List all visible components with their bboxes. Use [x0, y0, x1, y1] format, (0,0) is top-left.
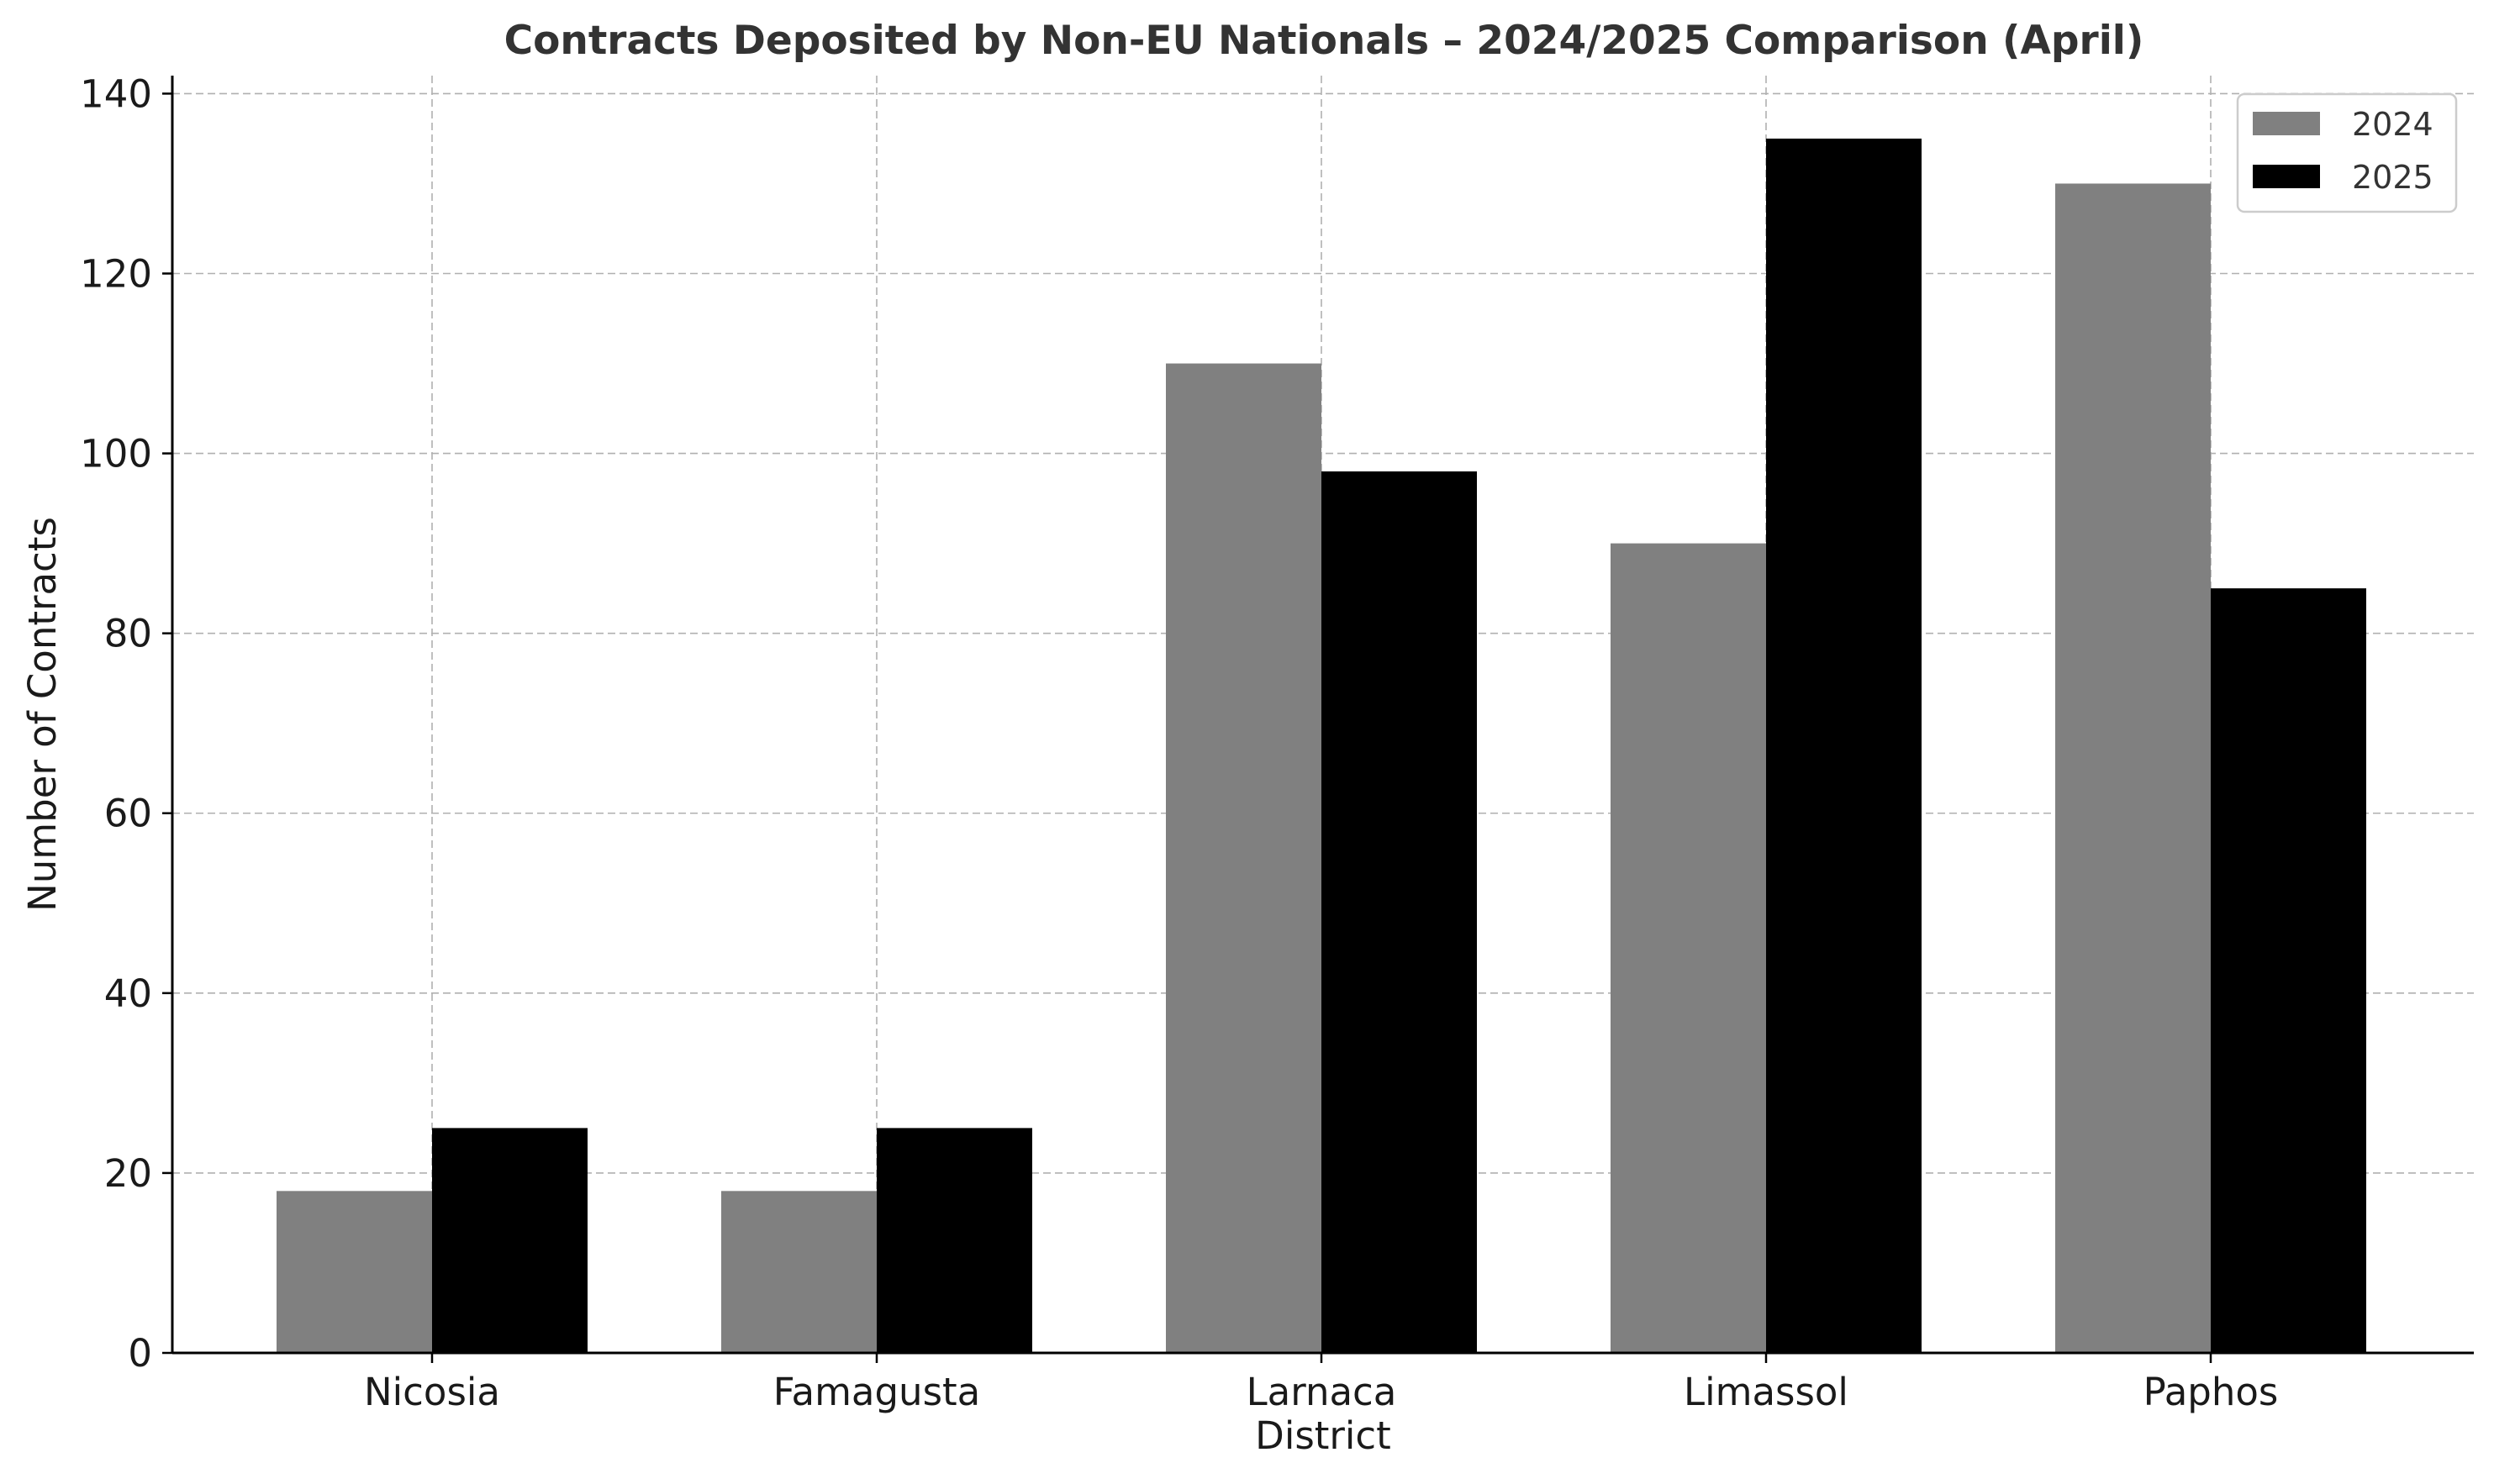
legend: 2024 2025: [2236, 92, 2458, 213]
bars: [277, 138, 2366, 1354]
bar-2025-paphos: [2211, 588, 2366, 1353]
x-axis-ticks: Nicosia Famagusta Larnaca Limassol Paphos: [364, 1353, 2278, 1414]
y-tick-label: 20: [104, 1151, 152, 1196]
bar-2024-larnaca: [1166, 363, 1321, 1354]
x-tick-label: Limassol: [1684, 1370, 1848, 1414]
chart-title: Contracts Deposited by Non-EU Nationals …: [504, 18, 2144, 64]
legend-swatch-2024: [2253, 112, 2320, 135]
y-tick-label: 120: [80, 251, 152, 296]
legend-swatch-2025: [2253, 165, 2320, 188]
bar-2024-paphos: [2055, 183, 2211, 1354]
x-axis-label: District: [1255, 1413, 1391, 1458]
y-tick-label: 100: [80, 432, 152, 476]
y-tick-label: 140: [80, 71, 152, 116]
legend-label-2024: 2024: [2352, 106, 2433, 143]
legend-label-2025: 2025: [2352, 159, 2433, 196]
x-tick-label: Nicosia: [364, 1370, 500, 1414]
bar-2025-larnaca: [1321, 471, 1477, 1354]
y-tick-label: 0: [128, 1331, 152, 1376]
x-tick-label: Famagusta: [773, 1370, 981, 1414]
bar-2024-famagusta: [721, 1191, 877, 1353]
bar-2025-famagusta: [877, 1128, 1032, 1353]
bar-2024-nicosia: [277, 1191, 432, 1353]
y-axis-ticks: 0 20 40 60 80 100 120 140: [80, 71, 172, 1376]
y-tick-label: 80: [104, 612, 152, 656]
bar-2025-limassol: [1766, 138, 1922, 1354]
y-axis-label: Number of Contracts: [20, 517, 65, 912]
bar-2024-limassol: [1611, 543, 1766, 1353]
y-tick-label: 40: [104, 971, 152, 1016]
x-tick-label: Larnaca: [1247, 1370, 1397, 1414]
y-tick-label: 60: [104, 792, 152, 836]
bar-2025-nicosia: [432, 1128, 588, 1353]
x-tick-label: Paphos: [2143, 1370, 2279, 1414]
